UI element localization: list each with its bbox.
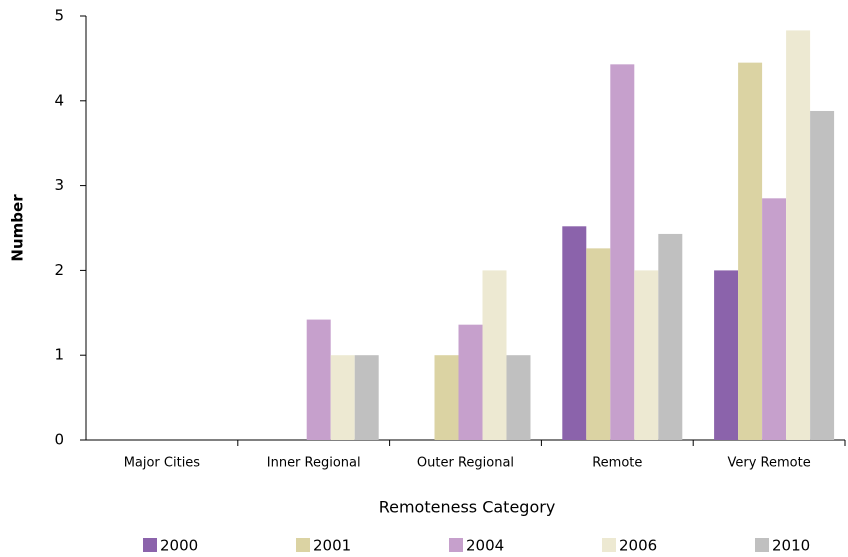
bar bbox=[306, 319, 331, 440]
bar bbox=[738, 62, 763, 440]
bar bbox=[586, 248, 611, 440]
bar bbox=[658, 233, 683, 440]
bar bbox=[786, 30, 811, 440]
legend-swatch bbox=[449, 538, 463, 552]
y-tick-label: 2 bbox=[54, 261, 64, 279]
bar bbox=[714, 270, 739, 440]
legend-swatch bbox=[755, 538, 769, 552]
bar bbox=[610, 64, 635, 440]
legend-label: 2010 bbox=[772, 537, 810, 555]
bar bbox=[330, 355, 355, 440]
y-tick-label: 5 bbox=[54, 7, 64, 25]
bar bbox=[762, 198, 787, 440]
bar bbox=[482, 270, 507, 440]
bar bbox=[634, 270, 659, 440]
x-tick-label: Major Cities bbox=[124, 456, 201, 471]
bar bbox=[354, 355, 379, 440]
y-tick-label: 4 bbox=[54, 91, 64, 109]
y-tick-label: 3 bbox=[54, 176, 64, 194]
legend-label: 2000 bbox=[160, 537, 198, 555]
bar bbox=[434, 355, 459, 440]
bar bbox=[458, 324, 483, 440]
legend-swatch bbox=[602, 538, 616, 552]
legend-label: 2001 bbox=[313, 537, 351, 555]
legend-swatch bbox=[143, 538, 157, 552]
x-tick-label: Remote bbox=[592, 456, 642, 471]
y-axis-title: Number bbox=[9, 194, 27, 262]
y-tick-label: 1 bbox=[54, 346, 64, 364]
bar bbox=[810, 110, 835, 440]
x-tick-label: Inner Regional bbox=[267, 456, 361, 471]
legend-swatch bbox=[296, 538, 310, 552]
bar bbox=[562, 226, 587, 440]
legend-label: 2004 bbox=[466, 537, 504, 555]
x-tick-label: Outer Regional bbox=[417, 456, 514, 471]
y-tick-label: 0 bbox=[54, 431, 64, 449]
legend-label: 2006 bbox=[619, 537, 657, 555]
bar bbox=[506, 355, 531, 440]
x-axis-title: Remoteness Category bbox=[379, 498, 556, 517]
x-tick-label: Very Remote bbox=[727, 456, 810, 471]
